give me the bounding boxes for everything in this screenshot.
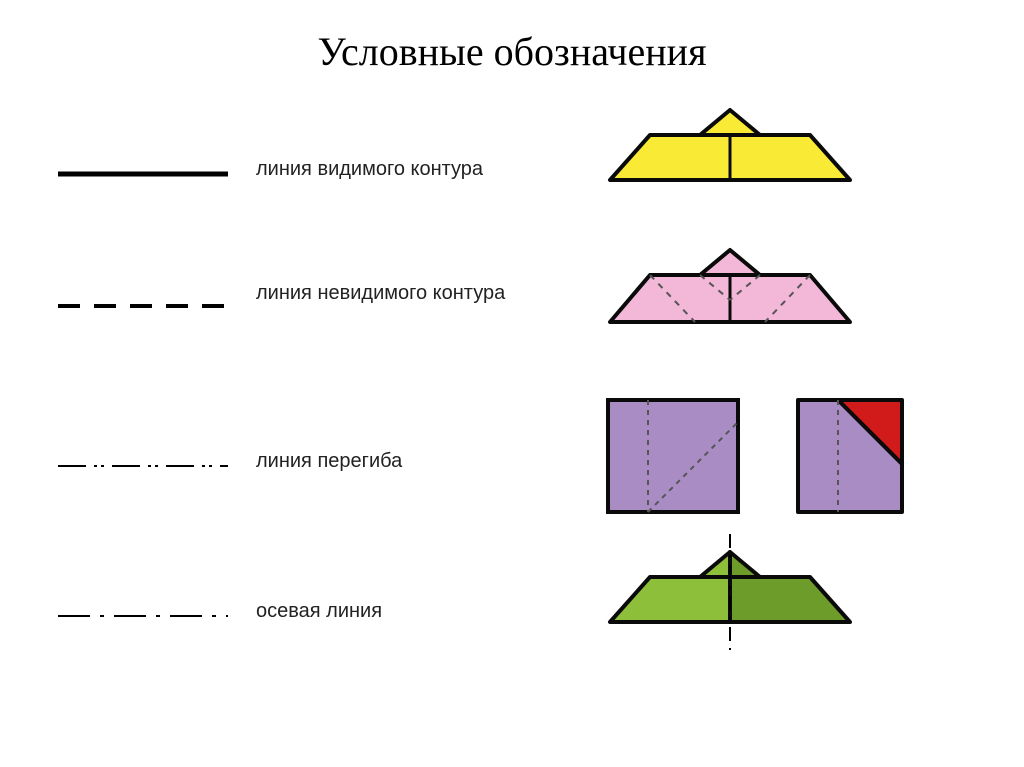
line-fold-sample [58,456,228,476]
line-visible-sample [58,164,228,184]
label-visible: линия видимого контура [256,158,536,181]
boat-green [600,522,860,672]
boat-yellow [600,90,860,210]
fold-figure [600,392,910,522]
label-axis: осевая линия [256,600,536,623]
label-fold: линия перегиба [256,450,536,473]
label-invisible: линия невидимого контура [256,282,536,305]
page: Условные обозначения линия видимого конт… [0,0,1024,767]
line-axis-sample [58,606,228,626]
boat-pink [600,230,860,350]
line-invisible-sample [58,296,228,316]
page-title: Условные обозначения [0,28,1024,75]
